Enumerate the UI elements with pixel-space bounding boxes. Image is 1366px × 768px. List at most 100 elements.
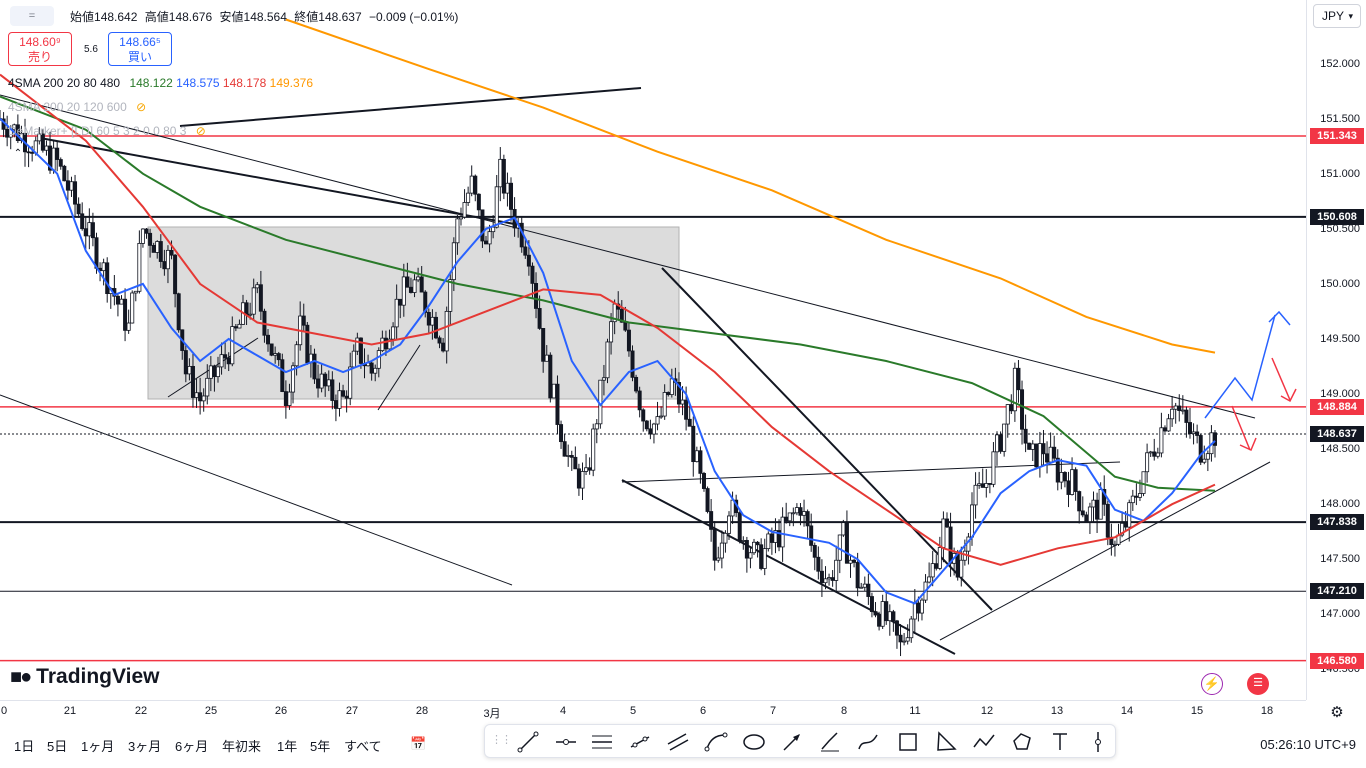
pattern-tool-icon[interactable] bbox=[1009, 729, 1035, 755]
range-button[interactable]: すべて bbox=[344, 739, 382, 754]
candle-body bbox=[1095, 499, 1100, 520]
price-tick-label: 149.500 bbox=[1320, 332, 1360, 345]
chevron-up-icon[interactable]: ⌃ bbox=[13, 148, 23, 159]
candle-body bbox=[412, 279, 417, 293]
tradingview-logo[interactable]: ■● TradingView bbox=[10, 664, 160, 690]
candle-body bbox=[408, 286, 413, 293]
brush-tool-icon[interactable] bbox=[817, 729, 843, 755]
time-tick-label: 25 bbox=[204, 705, 218, 717]
candle-body bbox=[648, 428, 653, 435]
us-flag-icon[interactable]: ☰ bbox=[1247, 673, 1269, 695]
candle-body bbox=[1002, 423, 1007, 452]
trendline-small-up-2 bbox=[377, 344, 421, 411]
range-rectangle[interactable] bbox=[147, 226, 680, 400]
candle-body bbox=[626, 329, 631, 352]
time-axis[interactable]: 0 21 22 25 26 27 28 3月 4 5 6 7 8 11 12 13 14 15 18 bbox=[0, 700, 1306, 724]
candle-body bbox=[727, 515, 732, 534]
candle-body bbox=[566, 455, 571, 457]
candle-body bbox=[1009, 404, 1014, 412]
drag-handle-icon[interactable]: ⋮⋮ bbox=[491, 734, 512, 746]
candle-body bbox=[480, 209, 485, 242]
candle-body bbox=[1145, 452, 1150, 473]
candle-body bbox=[537, 308, 542, 329]
range-button[interactable]: 5日 bbox=[47, 739, 68, 754]
candle-body bbox=[430, 316, 435, 326]
candle-body bbox=[601, 377, 606, 381]
currency-selector[interactable]: JPY ▾ bbox=[1313, 4, 1361, 28]
candle-body bbox=[1037, 443, 1042, 468]
time-tick-label: 11 bbox=[909, 705, 921, 717]
curve-tool-icon[interactable] bbox=[703, 729, 729, 755]
candle-body bbox=[995, 434, 1000, 453]
candle-body bbox=[1123, 522, 1128, 528]
candle-body bbox=[784, 516, 789, 522]
buy-button[interactable]: 148.66⁵ 買い bbox=[108, 32, 172, 66]
range-button[interactable]: 6ヶ月 bbox=[175, 739, 209, 754]
candle-body bbox=[694, 450, 699, 463]
candle-body bbox=[219, 354, 224, 368]
candle-body bbox=[576, 468, 581, 489]
price-level-tag: 147.838 bbox=[1310, 514, 1364, 531]
symbol-toggle-button[interactable]: = bbox=[10, 6, 54, 26]
candle-body bbox=[423, 291, 428, 313]
candle-body bbox=[1055, 457, 1060, 483]
range-button[interactable]: 年初来 bbox=[222, 739, 262, 754]
fib-tool-icon[interactable] bbox=[627, 729, 653, 755]
candle-body bbox=[619, 308, 624, 323]
candle-body bbox=[212, 365, 217, 378]
range-button[interactable]: 1年 bbox=[277, 739, 298, 754]
sell-label: 売り bbox=[27, 50, 52, 64]
candle-body bbox=[859, 586, 864, 589]
chevron-down-icon: ▾ bbox=[1348, 11, 1353, 21]
arrow-tool-icon[interactable] bbox=[779, 729, 805, 755]
candle-body bbox=[148, 232, 153, 246]
trendline-tool-icon[interactable] bbox=[515, 729, 541, 755]
ellipse-tool-icon[interactable] bbox=[741, 729, 767, 755]
candle-body bbox=[276, 353, 281, 361]
calendar-icon[interactable]: 📅 bbox=[410, 736, 427, 751]
candle-body bbox=[766, 533, 771, 550]
range-button[interactable]: 3ヶ月 bbox=[128, 739, 162, 754]
candle-body bbox=[984, 483, 989, 488]
projection-path-blue bbox=[1204, 314, 1276, 419]
candle-body bbox=[798, 507, 803, 516]
trendline-wedge-top bbox=[661, 267, 993, 611]
gear-icon[interactable]: ⚙ bbox=[1330, 704, 1344, 721]
candle-body bbox=[941, 518, 946, 548]
candle-body bbox=[916, 602, 921, 614]
range-button[interactable]: 1ヶ月 bbox=[81, 739, 115, 754]
candle-body bbox=[369, 362, 374, 374]
candle-body bbox=[1034, 443, 1039, 468]
price-axis[interactable]: JPY ▾ 152.000 151.500 151.000 150.500 150.00… bbox=[1306, 0, 1366, 700]
text-tool-icon[interactable] bbox=[1047, 729, 1073, 755]
lightning-icon[interactable]: ⚡ bbox=[1201, 673, 1223, 695]
rectangle-tool-icon[interactable] bbox=[895, 729, 921, 755]
projection-arrows bbox=[1204, 310, 1297, 452]
time-tick-label: 22 bbox=[134, 705, 148, 717]
highlighter-tool-icon[interactable] bbox=[855, 729, 881, 755]
triangle-tool-icon[interactable] bbox=[933, 729, 959, 755]
candle-body bbox=[869, 596, 874, 612]
trendline-wedge-bottom bbox=[621, 479, 956, 655]
candle-body bbox=[383, 337, 388, 350]
candle-body bbox=[623, 321, 628, 331]
candle-body bbox=[40, 133, 45, 151]
price-chart[interactable] bbox=[0, 0, 1306, 700]
candle-body bbox=[609, 321, 614, 343]
candle-body bbox=[944, 518, 949, 528]
range-button[interactable]: 5年 bbox=[310, 739, 331, 754]
sell-button[interactable]: 148.60⁹ 売り bbox=[8, 32, 72, 66]
horizontal-ray-tool-icon[interactable] bbox=[553, 729, 579, 755]
candle-body bbox=[1141, 471, 1146, 494]
candle-body bbox=[233, 326, 238, 329]
arrowhead-red-2 bbox=[1239, 437, 1257, 452]
candle-body bbox=[1162, 427, 1167, 432]
clock-display[interactable]: 05:26:10 UTC+9 bbox=[1260, 737, 1356, 752]
candle-body bbox=[280, 359, 285, 392]
parallel-lines-tool-icon[interactable] bbox=[589, 729, 615, 755]
vertical-line-tool-icon[interactable] bbox=[1085, 729, 1111, 755]
candle-body bbox=[812, 544, 817, 558]
polyline-tool-icon[interactable] bbox=[971, 729, 997, 755]
channel-tool-icon[interactable] bbox=[665, 729, 691, 755]
range-button[interactable]: 1日 bbox=[14, 739, 35, 754]
